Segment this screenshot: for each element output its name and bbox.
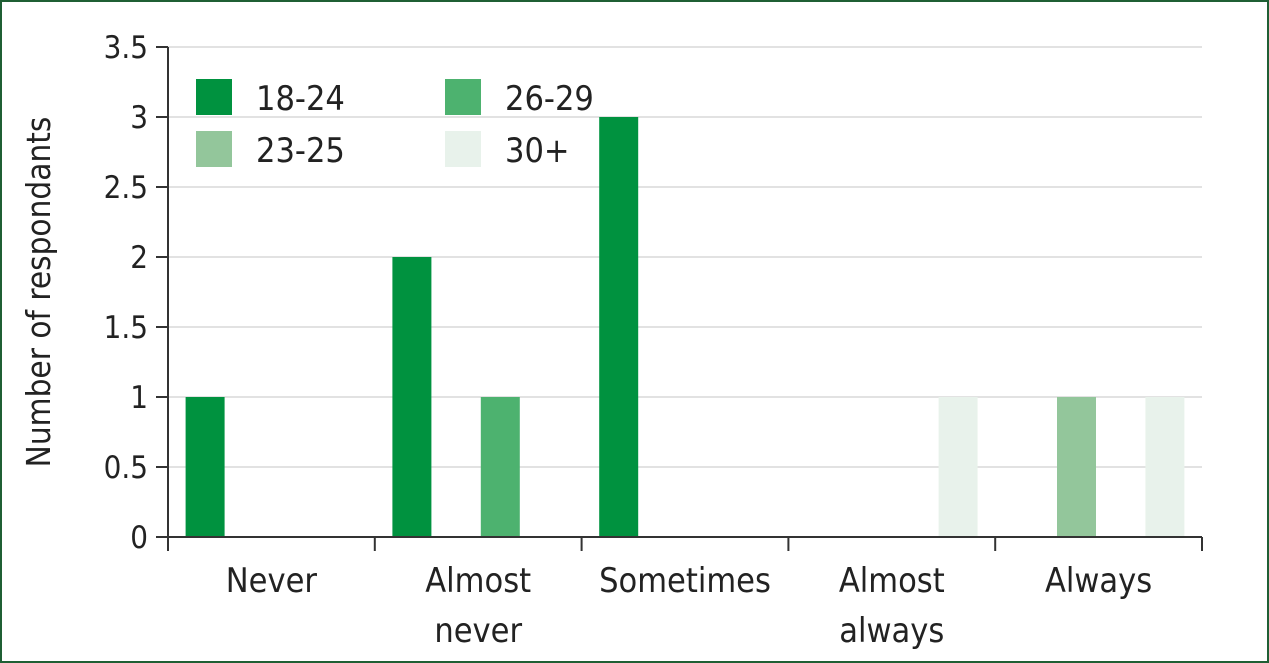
bar-30+-always [1145,397,1185,537]
y-axis-title: Number of respondants [19,117,58,468]
y-tick-label: 0 [130,520,148,556]
bar-18-24-sometimes [599,117,639,537]
y-tick-label: 0.5 [104,450,148,486]
legend-swatch-18-24 [196,79,232,115]
y-tick-label: 2 [130,240,148,276]
bar-26-29-almost-never [480,397,520,537]
gridlines [168,46,1202,468]
axes [167,47,1202,538]
legend-swatch-26-29 [445,79,481,115]
bar-30+-almost-always [938,397,978,537]
x-category-labels: Never Almost never Sometimes Almost always Alw… [226,561,1152,651]
legend-label-23-25: 23-25 [256,131,345,171]
y-tick-label: 2.5 [104,170,148,206]
y-tick-label: 3 [130,100,148,136]
legend-label-18-24: 18-24 [256,79,345,119]
bars [185,117,1185,537]
y-tick-labels: 0 0.5 1 1.5 2 2.5 3 3.5 [104,30,168,556]
x-category-label: Sometimes [599,561,771,601]
legend: 18-24 23-25 26-29 30+ [196,79,594,171]
x-category-label: never [434,611,522,651]
legend-swatch-23-25 [196,131,232,167]
x-category-label: Always [1045,561,1152,601]
x-category-label: Almost [425,561,531,601]
legend-swatch-30+ [445,131,481,167]
y-tick-label: 3.5 [104,30,148,66]
x-category-label: Almost [839,561,945,601]
y-tick-label: 1.5 [104,310,148,346]
bar-23-25-always [1057,397,1096,537]
bar-18-24-almost-never [392,257,432,537]
bar-18-24-never [185,397,225,537]
y-tick-label: 1 [130,380,148,416]
legend-label-26-29: 26-29 [505,79,594,119]
x-category-label: Never [226,561,318,601]
x-tick-marks [167,537,1203,551]
legend-label-30+: 30+ [505,131,570,171]
x-category-label: always [839,611,944,651]
